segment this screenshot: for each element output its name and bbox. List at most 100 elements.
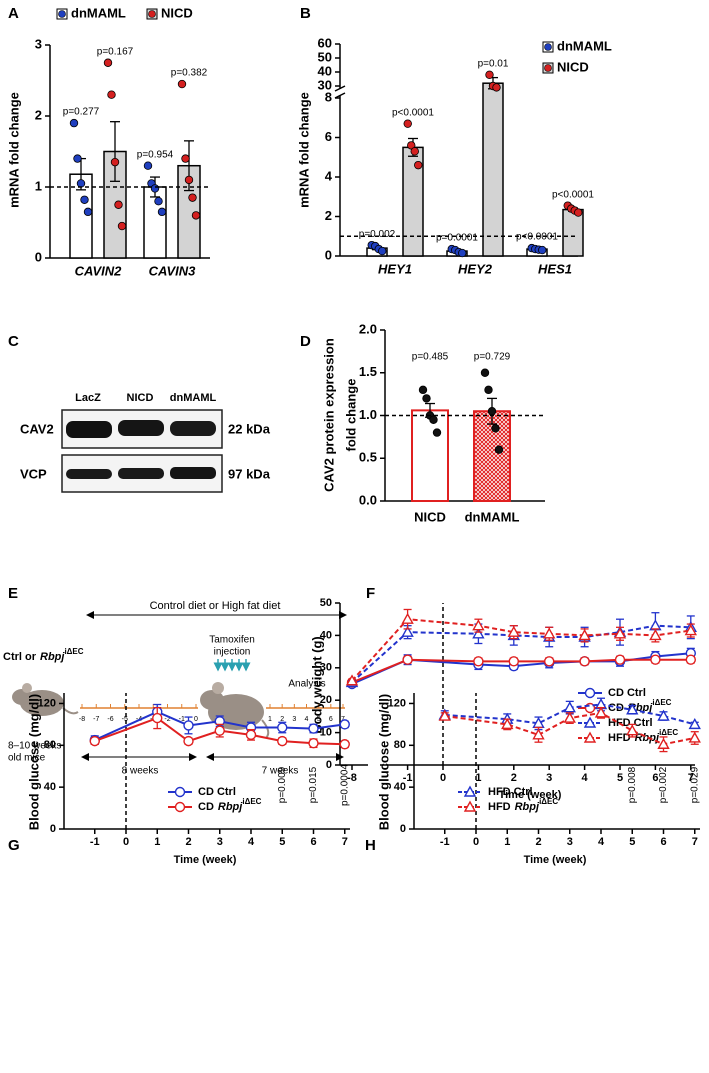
marker bbox=[626, 703, 639, 715]
marker bbox=[579, 656, 590, 667]
bar bbox=[411, 409, 449, 502]
row-size: 22 kDa bbox=[228, 421, 271, 436]
panel-letter: A bbox=[8, 5, 19, 22]
y-tick-label: 120 bbox=[38, 697, 56, 709]
y-tick-label: 10 bbox=[320, 727, 332, 739]
marker bbox=[438, 709, 451, 721]
axis-break bbox=[334, 85, 346, 92]
x-tick-label: -1 bbox=[440, 836, 450, 848]
row-size: 97 kDa bbox=[228, 466, 271, 481]
injection-arrows bbox=[213, 659, 251, 672]
data-point bbox=[492, 83, 501, 92]
y-tick-label: 80 bbox=[394, 739, 406, 751]
marker bbox=[594, 706, 608, 718]
data-point bbox=[107, 90, 116, 99]
series-line bbox=[94, 716, 345, 746]
y-tick-label: 0 bbox=[400, 823, 406, 835]
data-point bbox=[484, 385, 493, 395]
marker bbox=[277, 722, 288, 733]
legend-name: HFD Ctrl bbox=[608, 717, 653, 729]
period-label: 7 weeks bbox=[262, 766, 299, 777]
series-line bbox=[444, 711, 695, 746]
x-tick-label: 3 bbox=[567, 836, 573, 848]
group-label: Ctrl or RbpjiΔEC bbox=[3, 647, 84, 663]
data-point bbox=[538, 245, 547, 255]
analysis-label: Analysis bbox=[288, 679, 325, 690]
y-tick-label: 30 bbox=[320, 662, 332, 674]
y-tick-label: 1.0 bbox=[359, 407, 377, 422]
legend-marker bbox=[544, 64, 552, 72]
legend-name: CD Ctrl bbox=[198, 786, 236, 798]
row-label: CAV2 bbox=[20, 421, 54, 436]
data-point bbox=[487, 407, 497, 416]
legend-label: NICD bbox=[161, 5, 193, 20]
marker bbox=[544, 656, 555, 667]
x-tick-label: HES1 bbox=[538, 261, 572, 276]
diet-label: Control diet or High fat diet bbox=[150, 600, 281, 612]
mouse-label: 8–10 weeks bbox=[8, 741, 61, 752]
y-tick-label: 2 bbox=[35, 107, 42, 122]
data-point bbox=[422, 394, 431, 403]
x-tick-label: 6 bbox=[310, 836, 316, 848]
marker bbox=[277, 735, 288, 747]
legend-marker bbox=[174, 786, 186, 798]
x-tick-label: 7 bbox=[342, 836, 348, 848]
panel-letter: D bbox=[300, 333, 311, 350]
legend-marker bbox=[148, 10, 156, 18]
x-tick-label: NICD bbox=[414, 509, 446, 524]
legend-name: HFD bbox=[608, 732, 631, 744]
data-point bbox=[73, 154, 82, 163]
legend-superscript: iΔEC bbox=[659, 728, 678, 737]
data-point bbox=[177, 79, 187, 89]
marker bbox=[563, 701, 576, 713]
marker bbox=[626, 724, 639, 736]
legend-label: CD Ctrl bbox=[198, 786, 236, 798]
lane-label: dnMAML bbox=[170, 392, 217, 404]
marker bbox=[214, 725, 225, 736]
x-tick-label: 7 bbox=[688, 772, 694, 784]
p-value: p=0.0004 bbox=[339, 764, 350, 806]
y-tick-label: 1 bbox=[35, 178, 42, 193]
timeline-label: 3 bbox=[292, 716, 296, 723]
y-tick-label: 4 bbox=[325, 168, 333, 183]
p-value: p<0.0001 bbox=[392, 107, 434, 118]
x-tick-label: dnMAML bbox=[465, 509, 520, 524]
blot-band bbox=[170, 467, 216, 479]
p-value: p=0.029 bbox=[689, 766, 700, 803]
legend-label: HFD RbpjiΔEC bbox=[488, 797, 558, 813]
y-tick-label: 3 bbox=[35, 36, 42, 51]
lane-label: NICD bbox=[127, 392, 154, 404]
timeline-label: 2 bbox=[280, 716, 284, 723]
data-point bbox=[480, 368, 490, 377]
marker bbox=[649, 628, 662, 641]
diagram: E Control diet or High fat diet Ctrl or R… bbox=[3, 585, 347, 777]
x-tick-label: 1 bbox=[504, 836, 510, 848]
x-tick-label: HEY2 bbox=[458, 261, 493, 276]
x-tick-label: CAVIN2 bbox=[75, 263, 122, 278]
y-tick-label: 30 bbox=[318, 77, 332, 92]
data-point bbox=[103, 58, 113, 67]
x-tick-label: 6 bbox=[652, 772, 658, 784]
marker bbox=[614, 654, 626, 665]
y-axis-label: fold change bbox=[343, 379, 358, 452]
treatment-label: injection bbox=[214, 647, 251, 658]
x-tick-label: 0 bbox=[123, 836, 129, 848]
legend-label: HFD Ctrl bbox=[488, 786, 533, 798]
x-tick-label: 5 bbox=[279, 836, 285, 848]
timeline-label: 7 bbox=[341, 716, 345, 723]
data-point bbox=[414, 160, 423, 170]
data-point bbox=[188, 193, 197, 202]
legend-marker bbox=[584, 687, 596, 699]
p-value: p=0.015 bbox=[308, 766, 319, 803]
legend-gene: Rbpj bbox=[218, 801, 243, 813]
x-axis-label: Time (week) bbox=[174, 854, 237, 866]
marker bbox=[339, 739, 350, 750]
y-tick-label: 40 bbox=[318, 63, 332, 78]
y-tick-label: 0 bbox=[326, 759, 332, 771]
y-tick-label: 20 bbox=[320, 694, 332, 706]
marker bbox=[688, 717, 701, 730]
p-value: p=0.277 bbox=[63, 107, 100, 118]
data-point bbox=[458, 248, 467, 258]
data-point bbox=[485, 70, 494, 79]
